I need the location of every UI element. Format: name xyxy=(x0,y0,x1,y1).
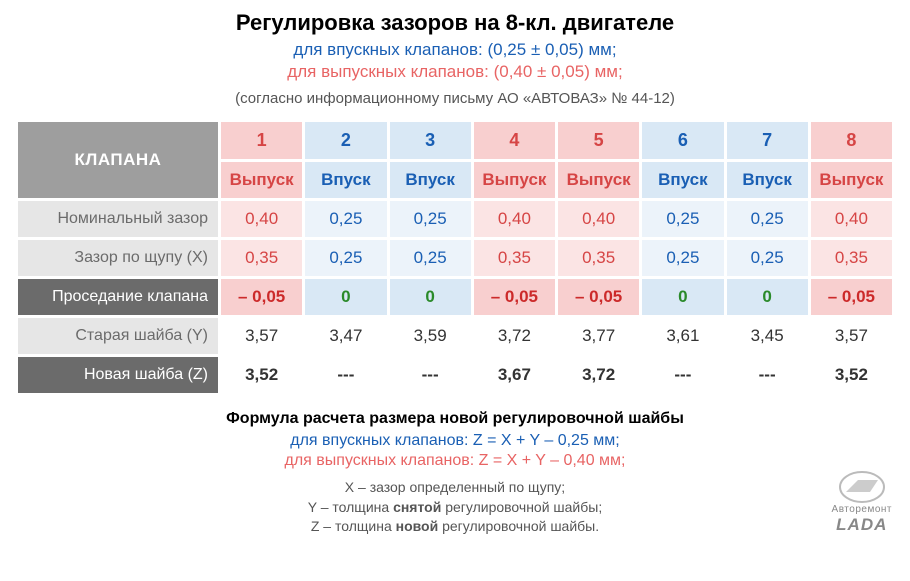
row-label: Новая шайба (Z) xyxy=(18,357,218,393)
formula-block: Формула расчета размера новой регулирово… xyxy=(15,410,895,470)
table-cell: 3,72 xyxy=(474,318,555,354)
table-cell: 3,47 xyxy=(305,318,386,354)
legend-block: X – зазор определенный по щупу;Y – толщи… xyxy=(15,478,895,537)
valve-type: Впуск xyxy=(727,162,808,198)
table-cell: 0,25 xyxy=(390,201,471,237)
valve-number: 1 xyxy=(221,122,302,159)
table-cell: – 0,05 xyxy=(811,279,892,315)
table-cell: – 0,05 xyxy=(558,279,639,315)
table-cell: 0,25 xyxy=(390,240,471,276)
table-cell: 0,25 xyxy=(305,240,386,276)
table-cell: 0,25 xyxy=(305,201,386,237)
valve-number: 3 xyxy=(390,122,471,159)
table-cell: 3,61 xyxy=(642,318,723,354)
valve-type: Выпуск xyxy=(474,162,555,198)
row-label: Проседание клапана xyxy=(18,279,218,315)
formula-exhaust: для выпускных клапанов: Z = X + Y – 0,40… xyxy=(15,452,895,470)
source-note: (согласно информационному письму АО «АВТ… xyxy=(15,90,895,107)
table-cell: 0 xyxy=(390,279,471,315)
table-cell: 0 xyxy=(727,279,808,315)
table-cell: 0,25 xyxy=(727,240,808,276)
table-cell: 3,57 xyxy=(221,318,302,354)
table-cell: 0,25 xyxy=(642,201,723,237)
table-cell: – 0,05 xyxy=(474,279,555,315)
valve-type: Выпуск xyxy=(811,162,892,198)
table-cell: 0,40 xyxy=(558,201,639,237)
valve-number: 5 xyxy=(558,122,639,159)
table-cell: 0 xyxy=(642,279,723,315)
valve-number: 7 xyxy=(727,122,808,159)
table-cell: 3,52 xyxy=(221,357,302,393)
logo-brand: LADA xyxy=(832,515,892,535)
table-cell: 3,52 xyxy=(811,357,892,393)
table-cell: – 0,05 xyxy=(221,279,302,315)
table-cell: 3,77 xyxy=(558,318,639,354)
table-cell: --- xyxy=(305,357,386,393)
table-cell: 0,35 xyxy=(558,240,639,276)
valve-type: Впуск xyxy=(305,162,386,198)
table-cell: 0,25 xyxy=(727,201,808,237)
table-cell: 0,25 xyxy=(642,240,723,276)
table-cell: 0,40 xyxy=(811,201,892,237)
table-cell: --- xyxy=(642,357,723,393)
table-cell: --- xyxy=(390,357,471,393)
table-cell: 0,35 xyxy=(221,240,302,276)
table-cell: 0,40 xyxy=(221,201,302,237)
table-cell: 3,67 xyxy=(474,357,555,393)
table-cell: 0,40 xyxy=(474,201,555,237)
row-label: Зазор по щупу (X) xyxy=(18,240,218,276)
row-label: Старая шайба (Y) xyxy=(18,318,218,354)
table-cell: --- xyxy=(727,357,808,393)
table-cell: 0,35 xyxy=(811,240,892,276)
valve-number: 4 xyxy=(474,122,555,159)
valve-type: Впуск xyxy=(390,162,471,198)
table-header-label: КЛАПАНА xyxy=(18,122,218,198)
table-cell: 3,72 xyxy=(558,357,639,393)
page-title: Регулировка зазоров на 8-кл. двигателе xyxy=(15,10,895,36)
valve-number: 8 xyxy=(811,122,892,159)
table-cell: 0,35 xyxy=(474,240,555,276)
exhaust-spec-line: для выпускных клапанов: (0,40 ± 0,05) мм… xyxy=(15,62,895,82)
valve-type: Впуск xyxy=(642,162,723,198)
table-cell: 3,59 xyxy=(390,318,471,354)
formula-intake: для впускных клапанов: Z = X + Y – 0,25 … xyxy=(15,432,895,450)
valve-number: 6 xyxy=(642,122,723,159)
table-cell: 3,45 xyxy=(727,318,808,354)
row-label: Номинальный зазор xyxy=(18,201,218,237)
valve-type: Выпуск xyxy=(221,162,302,198)
table-cell: 0 xyxy=(305,279,386,315)
logo-caption: Авторемонт xyxy=(832,504,892,515)
valve-number: 2 xyxy=(305,122,386,159)
valve-type: Выпуск xyxy=(558,162,639,198)
lada-logo: Авторемонт LADA xyxy=(832,470,892,535)
table-cell: 3,57 xyxy=(811,318,892,354)
intake-spec-line: для впускных клапанов: (0,25 ± 0,05) мм; xyxy=(15,40,895,60)
valve-table: КЛАПАНА12345678ВыпускВпускВпускВыпускВып… xyxy=(15,119,895,396)
formula-title: Формула расчета размера новой регулирово… xyxy=(15,410,895,428)
